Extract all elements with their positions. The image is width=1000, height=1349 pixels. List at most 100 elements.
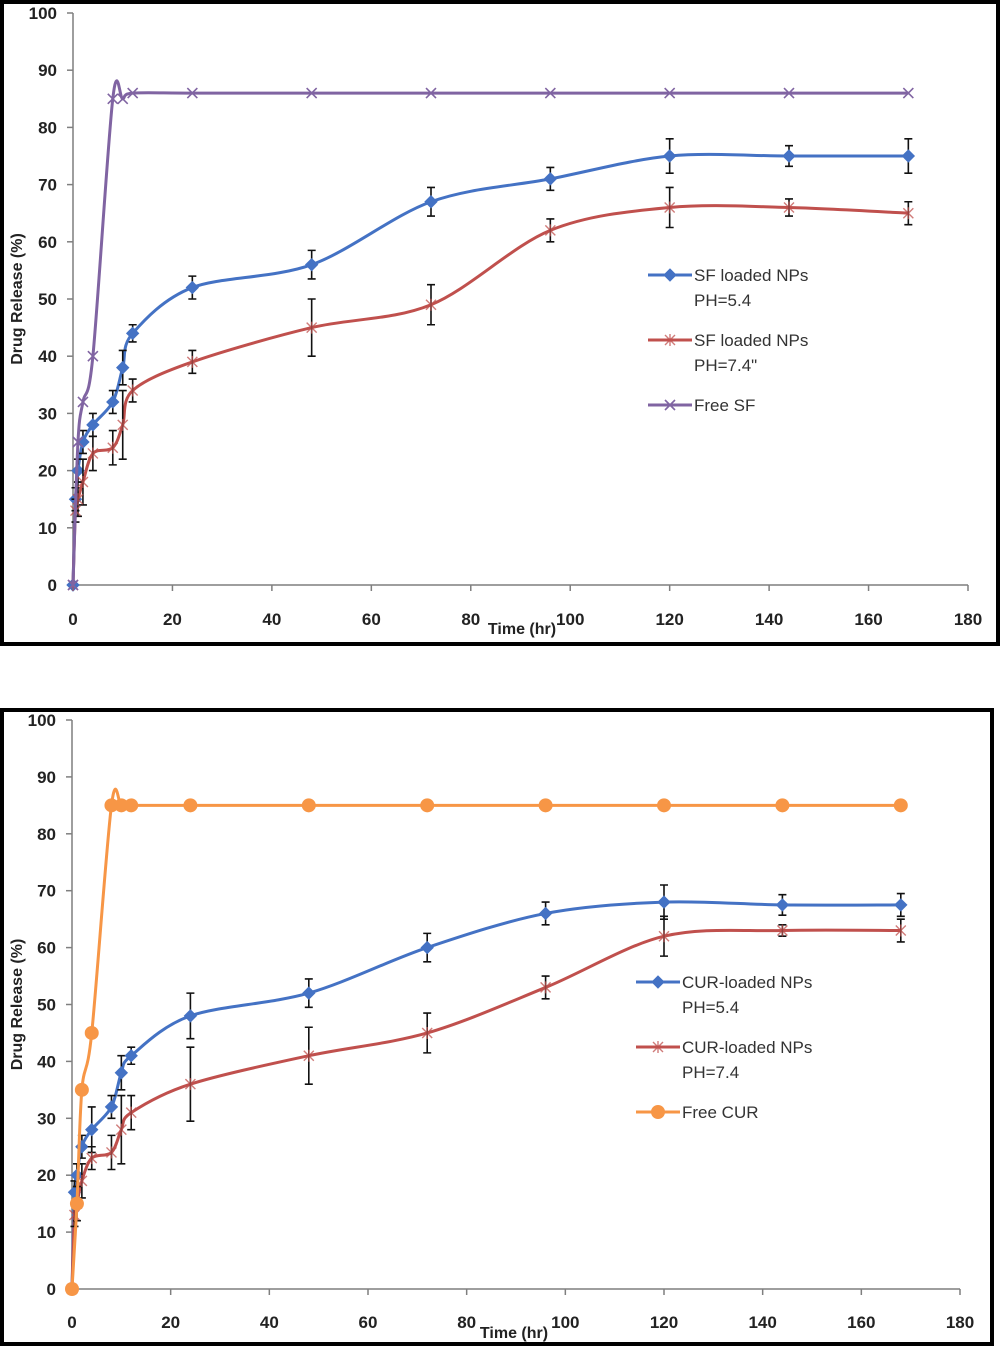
legend: CUR-loaded NPs PH=5.4 CUR-loaded NPs PH=7.4… <box>636 973 812 1122</box>
series-line <box>71 152 909 586</box>
data-point <box>72 436 84 448</box>
series-line <box>71 204 909 586</box>
data-point <box>105 1146 117 1159</box>
y-tick-label: 90 <box>38 61 57 80</box>
data-point <box>783 201 795 214</box>
data-point <box>107 93 119 105</box>
data-point <box>664 87 676 99</box>
data-point <box>125 1106 137 1119</box>
data-point <box>775 898 790 912</box>
data-point <box>67 579 79 591</box>
y-tick-label: 30 <box>38 404 57 423</box>
legend-marker <box>664 334 676 346</box>
y-tick-label: 0 <box>48 576 57 595</box>
x-axis-title: Time (hr) <box>480 1325 548 1342</box>
x-tick-label: 20 <box>161 1313 180 1332</box>
data-point <box>544 224 556 237</box>
data-point <box>84 1025 99 1040</box>
legend-marker <box>664 399 676 411</box>
x-tick-label: 120 <box>650 1313 678 1332</box>
data-point <box>902 207 914 220</box>
x-tick-label: 180 <box>954 610 982 629</box>
legend-marker <box>651 975 665 989</box>
series-3 <box>67 79 914 591</box>
series-line <box>71 79 909 586</box>
legend-label: CUR-loaded NPs <box>682 973 812 992</box>
x-tick-label: 0 <box>68 610 77 629</box>
data-point <box>543 172 558 186</box>
y-axis-title: Drug Release (%) <box>9 939 26 1071</box>
y-tick-label: 70 <box>37 882 56 901</box>
y-tick-label: 80 <box>38 118 57 137</box>
data-point <box>894 898 908 912</box>
y-tick-label: 70 <box>38 176 57 195</box>
y-tick-label: 60 <box>37 939 56 958</box>
y-tick-label: 30 <box>37 1109 56 1128</box>
x-tick-label: 80 <box>457 1313 476 1332</box>
x-tick-label: 140 <box>748 1313 776 1332</box>
data-point <box>421 1026 433 1039</box>
data-point <box>77 476 89 489</box>
data-point <box>301 798 316 813</box>
x-tick-label: 140 <box>755 610 783 629</box>
data-point <box>657 798 671 813</box>
legend-marker <box>651 1105 665 1119</box>
data-point <box>87 350 99 362</box>
y-tick-label: 90 <box>37 768 56 787</box>
y-tick-label: 50 <box>38 290 57 309</box>
series-2 <box>67 186 914 591</box>
x-tick-label: 120 <box>655 610 683 629</box>
data-point <box>185 280 200 295</box>
series-3 <box>65 787 908 1296</box>
data-point <box>895 924 907 937</box>
data-point <box>65 1282 79 1296</box>
data-point <box>74 1082 89 1097</box>
x-tick-label: 160 <box>847 1313 875 1332</box>
data-point <box>127 87 139 99</box>
legend-label-line2: PH=5.4 <box>694 291 751 310</box>
data-point <box>306 87 318 99</box>
data-point <box>662 149 677 163</box>
x-tick-label: 40 <box>260 1313 279 1332</box>
data-point <box>183 1009 198 1023</box>
data-point <box>657 895 671 909</box>
data-point <box>901 149 916 163</box>
x-tick-label: 160 <box>854 610 882 629</box>
data-point <box>540 981 552 994</box>
data-point <box>116 360 130 375</box>
y-tick-label: 10 <box>38 519 57 538</box>
x-tick-label: 60 <box>362 610 381 629</box>
data-point <box>776 924 788 937</box>
data-point <box>893 798 908 813</box>
data-point <box>115 1123 127 1136</box>
data-point <box>782 149 796 163</box>
data-point <box>424 195 438 209</box>
data-point <box>420 798 435 813</box>
legend-label-line2: PH=7.4 <box>682 1063 739 1082</box>
x-tick-label: 0 <box>67 1313 76 1332</box>
data-point <box>117 418 129 431</box>
data-point <box>86 418 100 432</box>
data-point <box>538 906 553 921</box>
data-point <box>425 87 437 99</box>
data-point <box>184 1078 196 1091</box>
data-point <box>104 1100 119 1114</box>
y-axis-title: Drug Release (%) <box>9 233 26 365</box>
y-tick-label: 20 <box>37 1166 56 1185</box>
legend-marker <box>652 1041 664 1053</box>
legend-label: Free CUR <box>682 1103 759 1122</box>
x-tick-label: 100 <box>551 1313 579 1332</box>
x-tick-label: 100 <box>556 610 584 629</box>
chart-frame <box>0 708 994 1346</box>
x-tick-label: 180 <box>946 1313 974 1332</box>
data-point <box>420 940 434 955</box>
data-point <box>183 798 198 813</box>
chart-frame <box>0 0 1000 646</box>
series-line <box>70 900 901 1290</box>
y-tick-label: 10 <box>37 1223 56 1242</box>
data-point <box>303 1049 315 1062</box>
data-point <box>86 1152 98 1165</box>
x-tick-label: 40 <box>262 610 281 629</box>
legend-label: SF loaded NPs <box>694 266 808 285</box>
